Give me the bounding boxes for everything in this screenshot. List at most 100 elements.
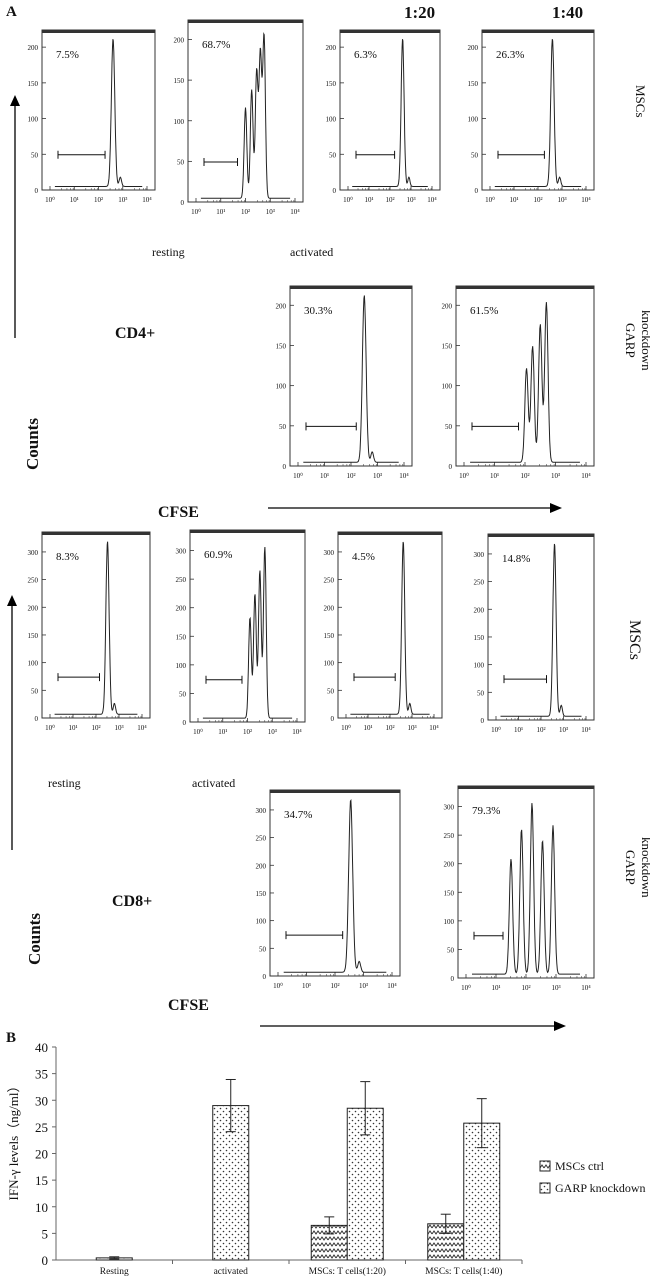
y-tick-label: 50	[279, 423, 287, 431]
y-tick-label: 100	[276, 383, 287, 391]
x-tick-label: 10⁰	[461, 984, 471, 992]
gate-percent-label: 8.3%	[56, 551, 79, 563]
x-tick-label: 10⁴	[427, 196, 437, 204]
row-label-garp-cd4-line2: knockdown	[639, 310, 650, 371]
histogram-panel-0-3: 0 50 100 150 200 10⁰ 10¹ 10² 10³ 10⁴ 26.3%	[468, 29, 595, 204]
y-tick-label: 100	[442, 383, 453, 391]
x-tick-label: 10²	[94, 196, 103, 204]
x-tick-label: 10¹	[363, 724, 372, 732]
y-tick-label: 100	[28, 660, 39, 668]
label-cd4: CD4+	[115, 325, 155, 342]
row-label-garp-cd8-line2: knockdown	[639, 837, 650, 898]
x-tick-label: 10²	[521, 984, 530, 992]
y-tick-label: 100	[324, 660, 335, 668]
histogram-frame	[339, 29, 441, 191]
x-tick-label: 10¹	[68, 724, 77, 732]
x-tick-label: 10⁴	[429, 724, 439, 732]
x-tick-label: 10⁰	[491, 726, 501, 734]
x-tick-label: 10²	[91, 724, 100, 732]
y-tick-label: 50	[471, 151, 479, 159]
histogram-curve	[303, 295, 399, 463]
x-tick-label: 10¹	[302, 982, 311, 990]
x-tick-label: 10³	[551, 984, 560, 992]
bar-y-tick-label: 20	[35, 1147, 48, 1162]
y-tick-label: 0	[181, 199, 185, 207]
x-tick-label: 10²	[385, 196, 394, 204]
histogram-panel-1-1: 0 50 100 150 200 250 300 10⁰ 10¹ 10² 10³ 10⁴ 60.9%	[176, 529, 306, 736]
x-tick-label: 10⁰	[459, 472, 469, 480]
y-tick-label: 150	[324, 632, 335, 640]
y-tick-label: 200	[256, 862, 267, 870]
y-tick-label: 0	[333, 187, 337, 195]
histogram-panel-1-4: 0 50 100 150 200 250 300 10⁰ 10¹ 10² 10³ 10⁴ 34.7%	[256, 789, 401, 990]
y-tick-label: 0	[35, 715, 39, 723]
y-tick-label: 0	[331, 715, 335, 723]
x-tick-label: 10²	[520, 472, 529, 480]
bar-y-tick-label: 5	[42, 1226, 49, 1241]
x-tick-label: 10³	[551, 472, 560, 480]
y-tick-label: 0	[263, 973, 267, 981]
histogram-panels: 0 50 100 150 200 10⁰ 10¹ 10² 10³ 10⁴ 7.5% 0 50 100 150…	[28, 19, 595, 992]
y-tick-label: 0	[449, 463, 453, 471]
bar-y-tick-label: 10	[35, 1200, 48, 1215]
histogram-curve	[472, 803, 580, 975]
x-tick-label: 10⁰	[293, 472, 303, 480]
x-tick-label: 10³	[373, 472, 382, 480]
y-tick-label: 150	[174, 77, 185, 85]
y-tick-label: 100	[444, 918, 455, 926]
y-tick-label: 0	[183, 719, 187, 727]
histogram-panel-0-5: 0 50 100 150 200 10⁰ 10¹ 10² 10³ 10⁴ 61.5%	[442, 285, 595, 480]
label-resting-cd8: resting	[48, 776, 81, 790]
x-tick-label: 10¹	[491, 984, 500, 992]
bar-y-tick-label: 30	[35, 1093, 48, 1108]
histogram-curve	[470, 302, 580, 463]
bar-category-label: MSCs: T cells(1:40)	[425, 1266, 502, 1277]
y-tick-label: 50	[31, 151, 39, 159]
x-tick-label: 10⁴	[581, 196, 591, 204]
x-tick-label: 10⁴	[581, 726, 591, 734]
ratio-header-1-20: 1:20	[404, 3, 435, 22]
y-tick-label: 50	[477, 689, 485, 697]
y-tick-label: 50	[445, 423, 453, 431]
cfse-arrowhead-cd4	[550, 503, 562, 513]
x-tick-label: 10²	[243, 728, 252, 736]
bar-category-label: activated	[214, 1267, 249, 1277]
y-tick-label: 0	[283, 463, 287, 471]
y-tick-label: 200	[28, 604, 39, 612]
y-tick-label: 200	[442, 302, 453, 310]
x-tick-label: 10¹	[216, 208, 225, 216]
legend-swatch-garp-knockdown	[539, 1182, 551, 1194]
x-tick-label: 10⁰	[343, 196, 353, 204]
x-tick-label: 10³	[359, 982, 368, 990]
histogram-curve	[350, 541, 430, 715]
x-tick-label: 10⁰	[45, 196, 55, 204]
gate-percent-label: 6.3%	[354, 49, 377, 61]
y-tick-label: 150	[444, 889, 455, 897]
x-tick-label: 10¹	[70, 196, 79, 204]
y-tick-label: 200	[324, 604, 335, 612]
y-tick-label: 50	[447, 946, 455, 954]
x-tick-label: 10⁴	[142, 196, 152, 204]
gate-percent-label: 4.5%	[352, 551, 375, 563]
counts-arrowhead-cd4	[10, 95, 20, 106]
label-activated-cd8: activated	[192, 776, 235, 790]
y-tick-label: 50	[329, 151, 337, 159]
ifn-bar-chart: 0 5 10 15 20 25 30 35 40 IFN-γ levels（ng/ml） Resti…	[6, 1040, 646, 1277]
y-tick-label: 300	[324, 549, 335, 557]
row-label-mscs-cd8: MSCs	[626, 620, 643, 660]
histogram-panel-1-0: 0 50 100 150 200 250 300 10⁰ 10¹ 10² 10³ 10⁴ 8.3%	[28, 531, 151, 732]
bar-y-tick-label: 40	[35, 1040, 48, 1055]
histogram-frame	[481, 29, 595, 191]
x-tick-label: 10¹	[509, 196, 518, 204]
histogram-panel-1-5: 0 50 100 150 200 250 300 10⁰ 10¹ 10² 10³ 10⁴ 79.3%	[444, 785, 595, 992]
gate-percent-label: 30.3%	[304, 305, 332, 317]
label-cfse-cd4: CFSE	[158, 504, 199, 521]
histogram-curve	[54, 39, 143, 187]
y-tick-label: 150	[468, 80, 479, 88]
histogram-frame	[455, 285, 595, 467]
y-tick-label: 100	[176, 662, 187, 670]
gate-percent-label: 61.5%	[470, 305, 498, 317]
histogram-curve	[283, 799, 387, 973]
x-tick-label: 10²	[385, 724, 394, 732]
